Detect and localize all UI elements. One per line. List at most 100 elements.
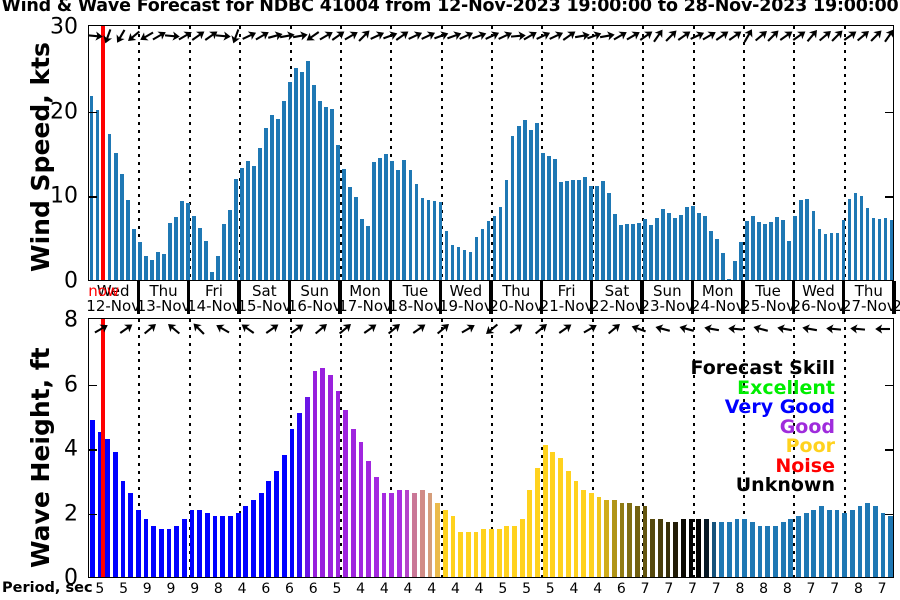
wind-speed-bar xyxy=(149,259,154,280)
wind-speed-bar xyxy=(456,247,461,280)
direction-arrow-icon xyxy=(674,26,694,46)
wind-speed-bar xyxy=(396,170,401,280)
day-name-label: Wed xyxy=(449,282,483,300)
wave-height-bar xyxy=(719,522,725,577)
wind-speed-bar xyxy=(655,218,659,280)
wave-height-bar xyxy=(581,490,586,577)
y-axis-tick-mark xyxy=(88,384,97,387)
period-value: 8 xyxy=(213,581,223,597)
wave-height-bar xyxy=(304,397,310,577)
wave-height-bar xyxy=(297,413,302,577)
direction-arrow-icon xyxy=(677,319,697,339)
wind-speed-bar xyxy=(733,261,738,280)
direction-arrow-icon xyxy=(433,319,453,339)
wave-height-bar xyxy=(373,477,379,577)
period-value: 8 xyxy=(782,581,792,597)
day-separator xyxy=(338,281,342,314)
day-name-label: Mon xyxy=(349,282,381,300)
y-axis-tick-label: 4 xyxy=(64,436,78,462)
legend-item-noise: Noise xyxy=(775,454,835,477)
wave-height-bar xyxy=(189,509,195,577)
wind-speed-bar xyxy=(763,223,768,280)
direction-arrow-icon xyxy=(572,26,592,46)
wave-height-bar xyxy=(535,467,540,577)
wave-height-bar xyxy=(335,390,341,577)
period-value: 6 xyxy=(308,581,318,597)
direction-arrow-icon xyxy=(815,26,835,46)
y-axis-tick-label: 8 xyxy=(64,307,78,333)
direction-arrow-icon xyxy=(789,26,809,46)
wave-height-bar xyxy=(327,374,333,577)
period-value: 8 xyxy=(759,581,769,597)
direction-arrow-icon xyxy=(456,26,476,46)
direction-arrow-icon xyxy=(239,26,259,46)
wave-height-bar xyxy=(212,515,218,577)
wind-speed-bar xyxy=(185,203,190,280)
gridline-day xyxy=(138,26,141,280)
wind-speed-bar xyxy=(222,224,226,280)
wind-speed-bar xyxy=(486,220,491,280)
period-value: 7 xyxy=(664,581,674,597)
wave-height-bar xyxy=(105,438,111,577)
y-axis-tick-mark xyxy=(885,513,894,516)
day-name-label: Fri xyxy=(205,282,223,300)
direction-arrow-icon xyxy=(610,26,630,46)
direction-arrow-icon xyxy=(584,26,604,46)
wind-speed-bar xyxy=(246,161,250,280)
wind-speed-bar xyxy=(216,256,220,280)
legend-item-unknown: Unknown xyxy=(735,474,835,496)
direction-arrow-icon xyxy=(802,26,822,46)
y-axis-tick-mark xyxy=(88,196,97,198)
wave-height-bar xyxy=(166,528,172,577)
direction-arrow-icon xyxy=(559,26,579,46)
direction-arrow-icon xyxy=(873,319,893,339)
wind-speed-bar xyxy=(294,68,298,280)
y-axis-tick-label: 6 xyxy=(64,372,78,397)
direction-arrow-icon xyxy=(738,26,758,46)
wave-height-bar xyxy=(358,442,364,577)
period-value: 5 xyxy=(119,581,129,597)
gridline-day xyxy=(843,319,846,577)
wave-height-bar xyxy=(711,522,717,577)
wind-speed-bar xyxy=(360,219,365,280)
wind-speed-bar xyxy=(607,193,611,280)
day-name-label: Mon xyxy=(701,282,734,300)
legend-item-good: Good xyxy=(779,415,835,438)
wave-height-bar xyxy=(834,509,840,577)
wave-height-bar xyxy=(135,509,141,577)
gridline-day xyxy=(642,26,645,280)
wind-speed-bar xyxy=(191,215,196,280)
direction-arrow-icon xyxy=(137,26,157,46)
wave-height-bar xyxy=(757,525,763,577)
day-date-label: 13-Nov xyxy=(136,297,191,315)
wave-height-bar xyxy=(343,409,348,577)
day-name-label: Thu xyxy=(502,282,531,300)
day-date-label: 25-Nov xyxy=(741,297,795,315)
direction-arrow-icon xyxy=(751,26,771,46)
wind-speed-bar xyxy=(125,199,130,280)
wave-height-bar xyxy=(350,429,356,577)
wave-direction-arrow-row xyxy=(89,319,893,339)
direction-arrow-icon xyxy=(290,26,310,46)
direction-arrow-icon xyxy=(546,26,566,46)
wave-height-bar xyxy=(381,493,387,577)
direction-arrow-icon xyxy=(354,26,374,46)
wind-speed-bar xyxy=(372,161,377,280)
day-date-label: 12-Nov xyxy=(86,297,141,315)
y-axis-tick-mark xyxy=(88,513,97,516)
wave-height-bar xyxy=(519,519,525,577)
y-axis-tick-label: 0 xyxy=(64,268,78,294)
wave-height-bar xyxy=(596,496,602,577)
wind-speed-bar xyxy=(378,157,383,280)
wind-speed-bar xyxy=(673,218,677,280)
now-marker-label: now xyxy=(88,282,120,300)
direction-arrow-icon xyxy=(277,26,297,46)
wind-speed-bar xyxy=(643,219,647,280)
y-axis-tick-label: 0 xyxy=(64,565,78,591)
gridline-day xyxy=(591,26,594,280)
direction-arrow-icon xyxy=(89,26,105,46)
wind-speed-bar xyxy=(667,212,671,280)
wave-height-bar xyxy=(473,532,479,577)
wind-speed-bar xyxy=(546,156,551,280)
wind-speed-bar xyxy=(522,119,527,280)
